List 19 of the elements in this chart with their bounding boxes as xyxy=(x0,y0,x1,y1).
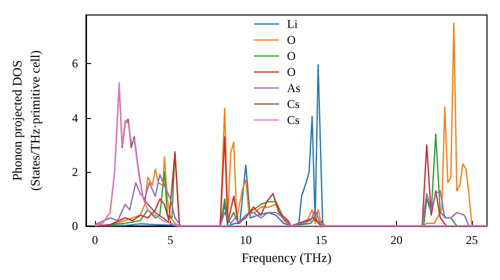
legend-label: Li xyxy=(287,17,298,31)
legend-label: O xyxy=(287,65,296,79)
x-tick-label: 0 xyxy=(92,233,98,247)
x-tick-label: 20 xyxy=(390,233,403,247)
legend-label: O xyxy=(287,49,296,63)
x-tick-label: 5 xyxy=(167,233,174,247)
x-tick-label: 15 xyxy=(315,233,328,247)
y-tick-label: 2 xyxy=(72,164,78,179)
legend-label: As xyxy=(287,81,301,95)
y-tick-label: 0 xyxy=(72,219,78,233)
y-tick-label: 6 xyxy=(72,56,78,71)
y-tick-label: 4 xyxy=(72,110,78,125)
x-axis-title: Frequency (THz) xyxy=(242,250,332,265)
x-tick-label: 25 xyxy=(466,233,478,247)
legend-label: O xyxy=(287,33,296,47)
legend-label: Cs xyxy=(287,113,300,127)
legend-label: Cs xyxy=(287,97,300,111)
y-axis-title: Phonon projected DOS (States/THz·primitive cell) xyxy=(10,50,42,191)
x-tick-label: 10 xyxy=(240,233,252,247)
